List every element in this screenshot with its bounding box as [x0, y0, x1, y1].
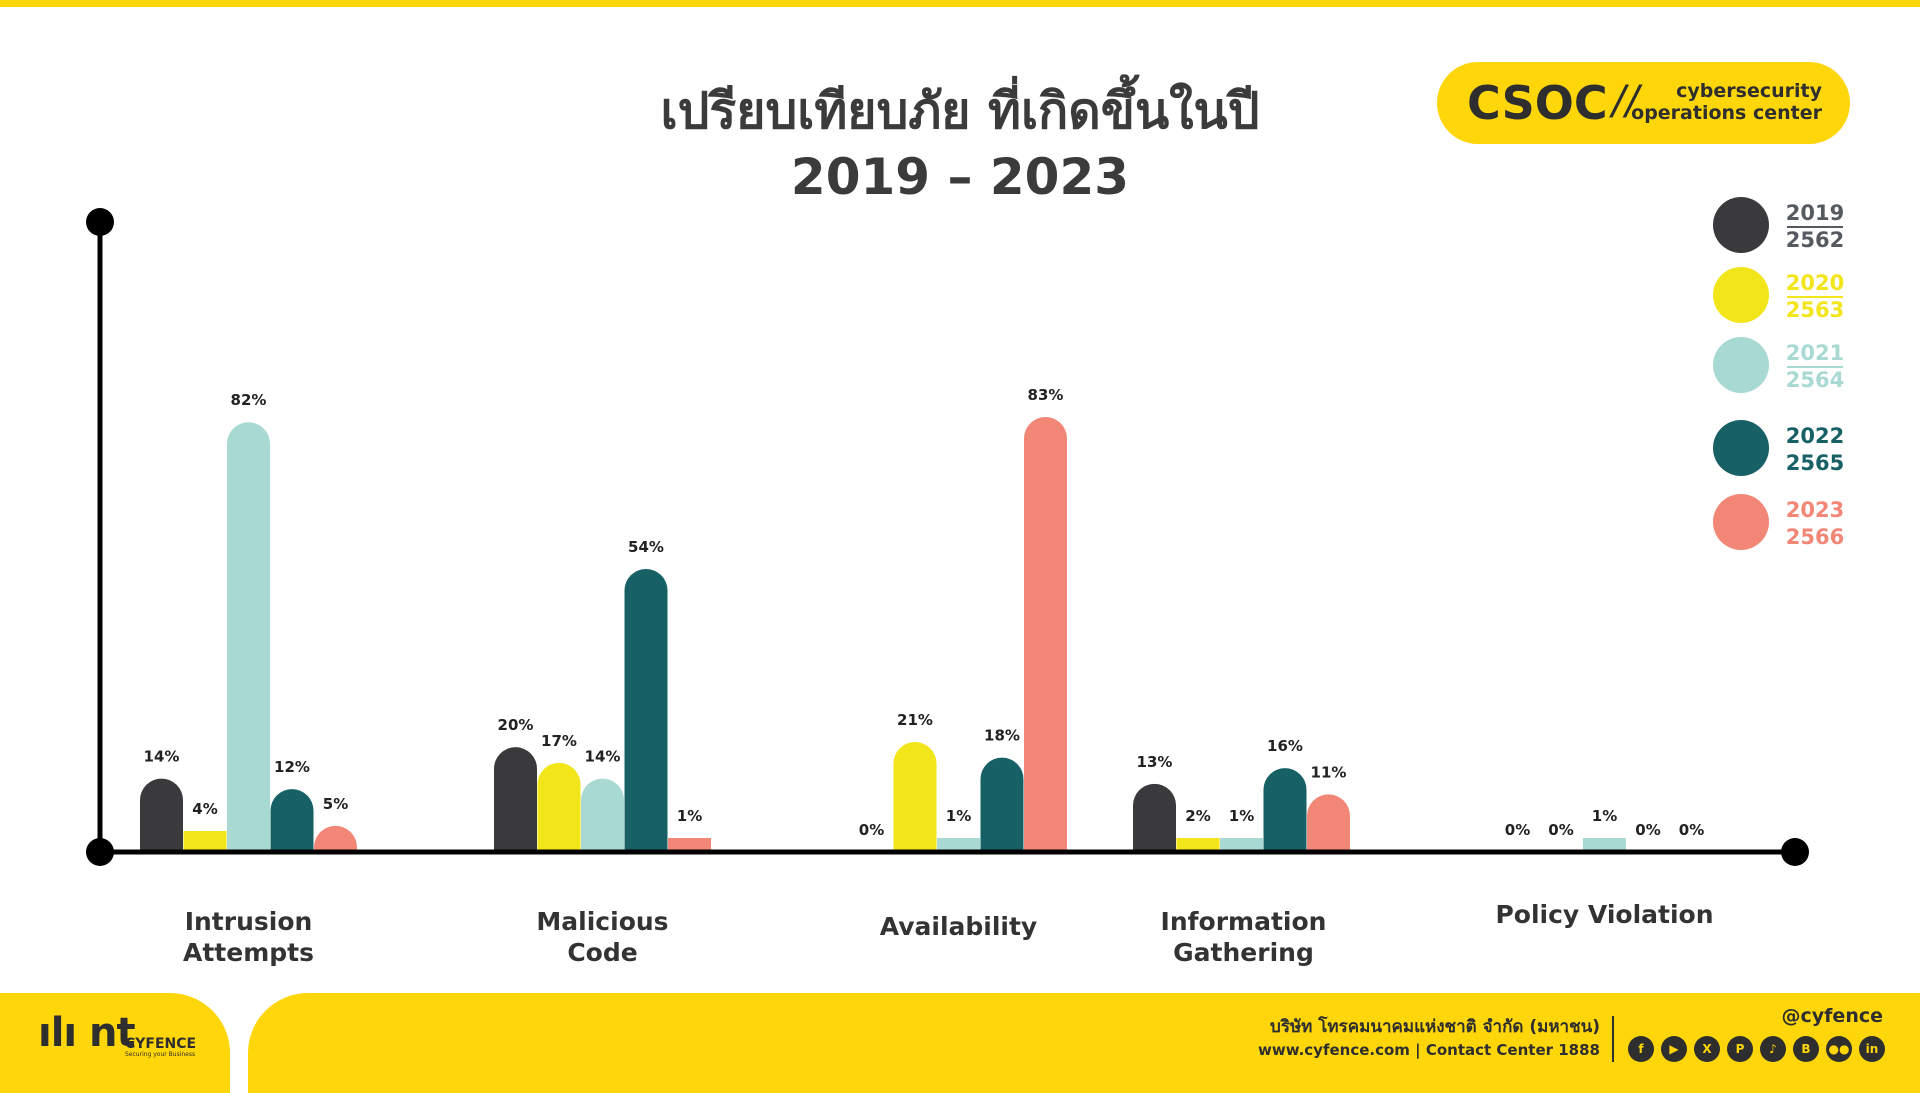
data-label: 17% — [541, 732, 577, 750]
bar-2019-3 — [1133, 783, 1176, 852]
medium-icon[interactable]: ●● — [1826, 1036, 1852, 1062]
legend-label-2020: 2020 — [1786, 271, 1844, 295]
data-label: 14% — [585, 748, 621, 766]
data-label: 13% — [1137, 753, 1173, 771]
legend-swatch-2021 — [1713, 337, 1769, 393]
company-name: บริษัท โทรคมนาคมแห่งชาติ จำกัด (มหาชน) — [1270, 1017, 1600, 1037]
legend-label-alt-2562: 2562 — [1786, 228, 1844, 252]
x-tick-label: Policy Violation — [1495, 900, 1713, 929]
nt-logo-mark: ılı nt — [38, 1010, 136, 1056]
csoc-slash: // — [1612, 78, 1639, 124]
data-label: 0% — [1635, 821, 1660, 839]
bar-chart: 14% 20% 0% 13% 0% 4% 17% 21% 2% 0% 82% 14% 1% 1% 1% 12%… — [86, 197, 1844, 967]
data-label: 4% — [192, 800, 217, 818]
x-axis-end-dot — [1781, 838, 1809, 866]
bar-2019-0 — [140, 778, 183, 852]
bar-2021-2 — [937, 838, 980, 852]
data-label: 20% — [498, 716, 534, 734]
csoc-badge: CSOC // cybersecurity operations center — [1437, 62, 1850, 144]
axis-origin-dot — [86, 838, 114, 866]
legend-label-alt-2566: 2566 — [1786, 525, 1844, 549]
bar-2021-3 — [1220, 838, 1263, 852]
legend-swatch-2019 — [1713, 197, 1769, 253]
x-icon[interactable]: X — [1694, 1036, 1720, 1062]
data-label: 0% — [1679, 821, 1704, 839]
linkedin-icon[interactable]: in — [1859, 1036, 1885, 1062]
x-tick-label: Attempts — [183, 938, 314, 967]
x-tick-label: Malicious — [536, 907, 668, 936]
data-label: 1% — [946, 807, 971, 825]
x-tick-label: Information — [1161, 907, 1327, 936]
facebook-icon[interactable]: f — [1628, 1036, 1654, 1062]
data-label: 2% — [1185, 807, 1210, 825]
csoc-name: CSOC — [1467, 76, 1608, 130]
csoc-sub-line-2: operations center — [1631, 102, 1822, 124]
social-icons: f ▶ X P ♪ B ●● in — [1628, 1036, 1885, 1062]
data-label: 11% — [1311, 763, 1347, 781]
x-tick-label: Code — [567, 938, 637, 967]
legend-label-2019: 2019 — [1786, 201, 1844, 225]
legend-label-alt-2565: 2565 — [1786, 451, 1844, 475]
bar-2022-2 — [980, 757, 1024, 852]
title-line-1: เปรียบเทียบภัย ที่เกิดขึ้นในปี — [660, 82, 1260, 140]
legend-label-2023: 2023 — [1786, 498, 1844, 522]
contact-info: www.cyfence.com | Contact Center 1888 — [1257, 1041, 1600, 1059]
data-label: 54% — [628, 538, 664, 556]
bar-2021-1 — [581, 778, 624, 852]
data-label: 0% — [1505, 821, 1530, 839]
bar-2023-2 — [1024, 417, 1067, 852]
footer-divider — [1612, 1016, 1614, 1062]
bar-2021-4 — [1583, 838, 1626, 852]
title-line-2: 2019 – 2023 — [790, 148, 1130, 206]
x-tick-label: Availability — [880, 912, 1037, 941]
bar-2022-1 — [624, 568, 668, 852]
pinterest-icon[interactable]: P — [1727, 1036, 1753, 1062]
legend-swatch-2020 — [1713, 267, 1769, 323]
data-label: 12% — [274, 758, 310, 776]
data-label: 21% — [897, 711, 933, 729]
data-label: 16% — [1267, 737, 1303, 755]
x-tick-label: Intrusion — [185, 907, 313, 936]
data-label: 5% — [323, 795, 348, 813]
legend-swatch-2022 — [1713, 420, 1769, 476]
tiktok-icon[interactable]: ♪ — [1760, 1036, 1786, 1062]
bar-2020-3 — [1176, 838, 1220, 852]
data-label: 83% — [1028, 386, 1064, 404]
data-label: 14% — [144, 748, 180, 766]
cyfence-logo-tagline: Securing your Business — [125, 1051, 196, 1058]
footer-logo-panel — [0, 993, 230, 1093]
bar-2020-2 — [893, 741, 937, 852]
data-label: 82% — [231, 391, 267, 409]
legend-label-2022: 2022 — [1786, 424, 1844, 448]
data-label: 18% — [984, 727, 1020, 745]
data-label: 1% — [677, 807, 702, 825]
bar-2021-0 — [227, 422, 270, 852]
legend-label-alt-2563: 2563 — [1786, 298, 1844, 322]
bar-2023-0 — [314, 825, 357, 852]
bar-2020-0 — [183, 831, 227, 852]
social-handle: @cyfence — [1781, 1005, 1883, 1027]
legend-label-2021: 2021 — [1786, 341, 1844, 365]
y-axis-end-dot — [86, 208, 114, 236]
legend-label-alt-2564: 2564 — [1786, 368, 1844, 392]
bar-2023-1 — [668, 838, 711, 852]
data-label: 0% — [859, 821, 884, 839]
top-accent-stripe — [0, 0, 1920, 7]
blockdit-icon[interactable]: B — [1793, 1036, 1819, 1062]
data-label: 1% — [1592, 807, 1617, 825]
youtube-icon[interactable]: ▶ — [1661, 1036, 1687, 1062]
bar-2019-1 — [494, 747, 537, 852]
bar-2022-3 — [1263, 768, 1307, 852]
data-label: 1% — [1229, 807, 1254, 825]
csoc-sub-line-1: cybersecurity — [1676, 80, 1822, 102]
x-tick-label: Gathering — [1173, 938, 1314, 967]
data-label: 0% — [1548, 821, 1573, 839]
bar-2023-3 — [1307, 794, 1350, 852]
legend-swatch-2023 — [1713, 494, 1769, 550]
cyfence-logo-text: CYFENCE — [125, 1036, 197, 1052]
page-title: เปรียบเทียบภัย ที่เกิดขึ้นในปี 2019 – 20… — [560, 78, 1360, 210]
bar-2020-1 — [537, 762, 581, 852]
bar-2022-0 — [270, 789, 314, 852]
